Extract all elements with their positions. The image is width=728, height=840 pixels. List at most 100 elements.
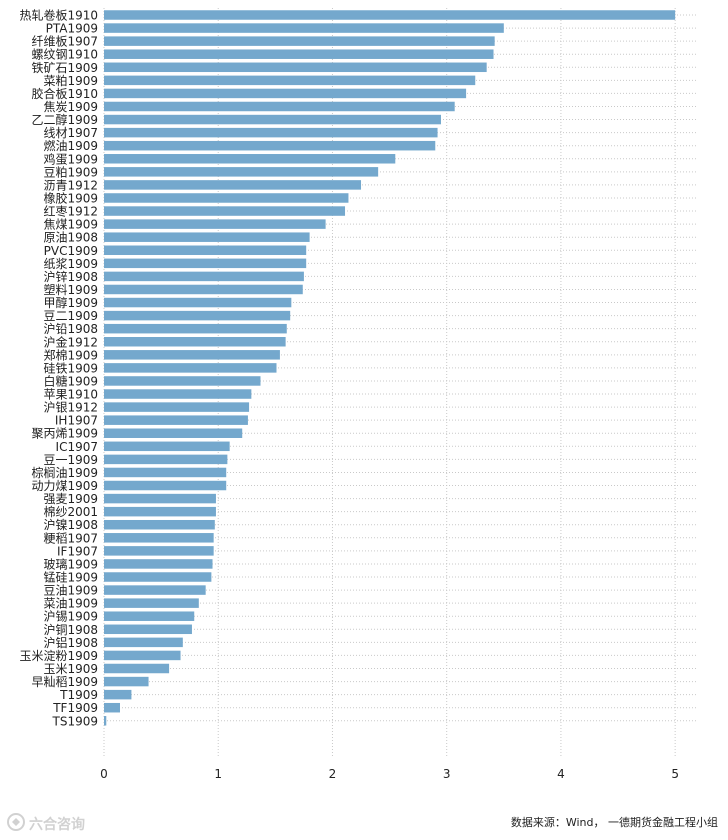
category-label: 郑棉1909: [43, 347, 98, 362]
category-label: 粳稻1907: [43, 531, 98, 545]
bar: [104, 245, 307, 256]
bar: [104, 650, 181, 661]
category-label: 沪银1912: [43, 401, 98, 415]
bar: [104, 337, 286, 347]
category-label: T1909: [59, 688, 98, 702]
category-label: 原油1908: [43, 231, 98, 245]
category-label: IH1907: [55, 414, 98, 428]
bar: [104, 88, 467, 99]
category-label: 焦煤1909: [43, 218, 98, 232]
category-label: 棕榈油1909: [31, 465, 98, 480]
category-label: 沪铜1908: [43, 622, 98, 637]
category-label: 沪铝1908: [43, 635, 98, 650]
bar: [104, 297, 292, 308]
category-label: 棉纱2001: [43, 505, 98, 519]
bar-chart: 热轧卷板1910PTA1909纤维板1907螺纹钢1910铁矿石1909菜粕19…: [19, 8, 698, 781]
bar: [104, 284, 303, 295]
bar: [104, 36, 495, 46]
category-label: 豆二1909: [43, 309, 98, 323]
bar: [104, 363, 277, 373]
category-label: 硅铁1909: [43, 361, 98, 375]
bar: [104, 75, 476, 86]
category-label: 纸浆1909: [43, 256, 98, 271]
category-label: 乙二醇1909: [31, 112, 98, 127]
category-label: 玉米淀粉1909: [19, 649, 98, 663]
bar: [104, 415, 248, 425]
x-tick-label: 2: [329, 767, 337, 781]
bar: [104, 480, 227, 491]
bar: [104, 180, 362, 190]
category-label: 塑料1909: [43, 282, 98, 297]
bar: [104, 611, 195, 621]
bar: [104, 140, 436, 151]
category-label: 锰硅1909: [43, 570, 98, 585]
category-label-layer: 热轧卷板1910PTA1909纤维板1907螺纹钢1910铁矿石1909菜粕19…: [19, 8, 98, 729]
bar: [104, 154, 396, 164]
bar: [104, 193, 349, 203]
bar: [104, 219, 326, 229]
bar: [104, 559, 213, 569]
bar: [104, 467, 227, 478]
bar: [104, 23, 504, 33]
bar: [104, 506, 216, 517]
bar: [104, 598, 199, 608]
bar: [104, 689, 132, 700]
category-label: 沥青1912: [43, 178, 98, 192]
bar: [104, 702, 120, 713]
x-tick-label: 4: [557, 767, 565, 781]
category-label: 沪锡1909: [43, 609, 98, 624]
bar: [104, 402, 250, 412]
category-label: 菜粕1909: [43, 73, 98, 88]
category-label: 早籼稻1909: [31, 675, 98, 689]
bar: [104, 10, 676, 20]
bar: [104, 167, 379, 177]
bar: [104, 271, 304, 282]
x-tick-layer: 0 1 2 3 4 5: [100, 767, 679, 781]
bar: [104, 676, 149, 687]
category-label: 聚丙烯1909: [31, 427, 98, 441]
watermark: 六合咨询: [6, 812, 85, 836]
category-label: IC1907: [56, 440, 98, 454]
category-label: 豆粕1909: [43, 164, 98, 179]
bar: [104, 546, 214, 556]
category-label: 线材1907: [43, 126, 98, 140]
logo-icon: [6, 812, 26, 836]
bar: [104, 350, 280, 360]
category-label: 白糖1909: [43, 373, 98, 388]
category-label: TF1909: [52, 701, 98, 715]
category-label: 玉米1909: [43, 662, 98, 676]
category-label: 焦炭1909: [43, 100, 98, 114]
bar-layer: [104, 10, 676, 726]
category-label: 沪锌1908: [43, 270, 98, 284]
category-label: TS1909: [52, 714, 99, 728]
category-label: 沪金1912: [43, 334, 98, 349]
bar: [104, 323, 287, 334]
x-tick-label: 0: [100, 767, 108, 781]
bar: [104, 663, 170, 674]
category-label: 橡胶1909: [43, 190, 98, 205]
category-label: IF1907: [57, 544, 98, 558]
bar: [104, 232, 310, 242]
category-label: 苹果1910: [43, 388, 98, 402]
bar: [104, 441, 230, 452]
category-label: 鸡蛋1909: [43, 151, 98, 166]
watermark-text: 六合咨询: [29, 817, 85, 833]
category-label: 红枣1912: [43, 204, 98, 219]
bar: [104, 428, 243, 438]
x-tick-label: 3: [443, 767, 451, 781]
category-label: 胶合板1910: [31, 86, 98, 101]
bar: [104, 49, 494, 59]
bar: [104, 62, 487, 73]
bar: [104, 310, 291, 321]
bar: [104, 454, 228, 465]
bar: [104, 572, 212, 582]
category-label: 甲醇1909: [43, 295, 98, 310]
category-label: 燃油1909: [43, 138, 98, 153]
category-label: 螺纹钢1910: [31, 48, 98, 62]
bar: [104, 493, 216, 504]
category-label: 豆油1909: [43, 584, 98, 598]
category-label: 豆一1909: [43, 453, 98, 467]
bar: [104, 376, 261, 386]
category-label: 热轧卷板1910: [19, 8, 98, 23]
category-label: 菜油1909: [43, 597, 98, 611]
